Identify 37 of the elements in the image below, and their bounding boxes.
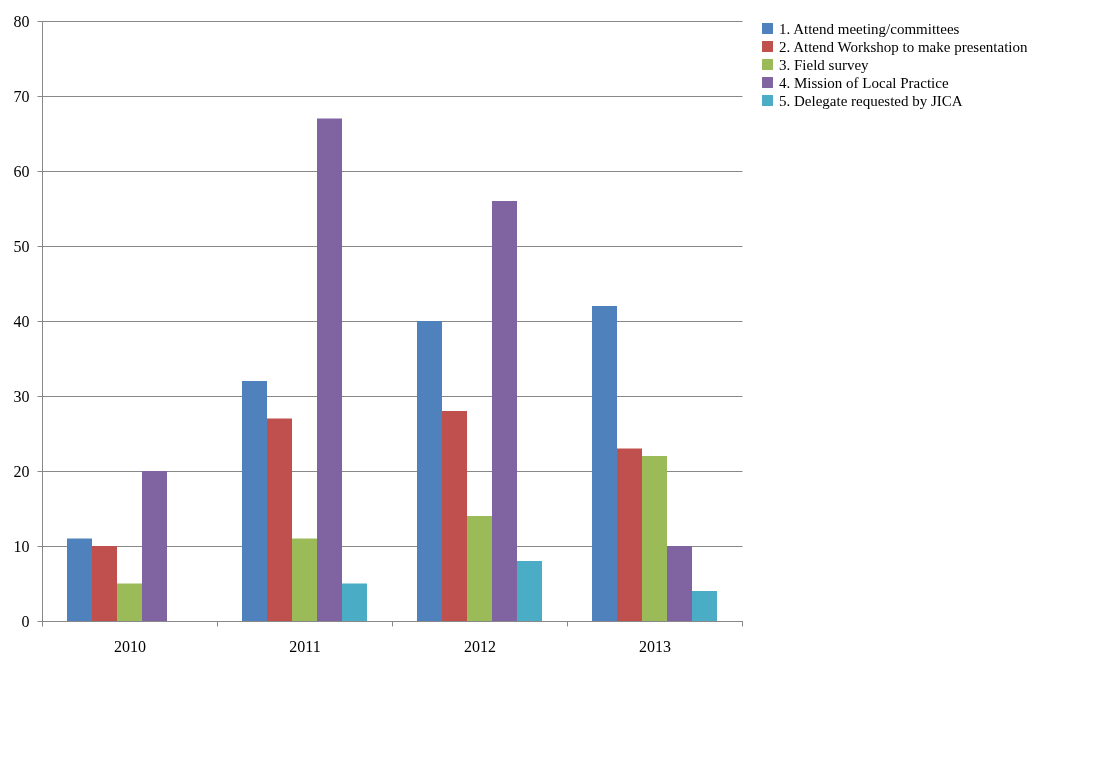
- bar: [492, 201, 517, 621]
- x-tick-label: 2011: [289, 637, 321, 655]
- bar: [517, 561, 542, 621]
- bar: [267, 418, 292, 621]
- y-tick-label: 0: [21, 612, 30, 630]
- y-tick-label: 30: [13, 387, 30, 405]
- bar: [692, 591, 717, 621]
- bar: [342, 583, 367, 621]
- bar: [117, 583, 142, 621]
- y-tick-label: 60: [13, 162, 30, 180]
- bar: [92, 546, 117, 621]
- legend-label: 4. Mission of Local Practice: [779, 74, 949, 91]
- legend-label: 5. Delegate requested by JICA: [779, 92, 963, 109]
- bar: [417, 321, 442, 621]
- bar: [292, 538, 317, 621]
- legend-label: 1. Attend meeting/committees: [779, 20, 960, 37]
- bar: [592, 306, 617, 621]
- y-tick-label: 50: [13, 237, 30, 255]
- x-tick-label: 2013: [639, 637, 671, 655]
- y-tick-label: 70: [13, 87, 30, 105]
- bar: [617, 448, 642, 621]
- bar: [467, 516, 492, 621]
- bar: [317, 118, 342, 621]
- y-tick-label: 10: [13, 537, 30, 555]
- bar: [642, 456, 667, 621]
- bar: [442, 411, 467, 621]
- legend-label: 3. Field survey: [779, 56, 870, 73]
- y-tick-label: 80: [13, 12, 30, 30]
- bar: [67, 538, 92, 621]
- y-tick-label: 40: [13, 312, 30, 330]
- x-tick-label: 2012: [464, 637, 496, 655]
- x-tick-label: 2010: [114, 637, 146, 655]
- y-tick-label: 20: [13, 462, 30, 480]
- bar: [242, 381, 267, 621]
- bar: [667, 546, 692, 621]
- legend-label: 2. Attend Workshop to make presentation: [779, 38, 1028, 55]
- bar: [142, 471, 167, 621]
